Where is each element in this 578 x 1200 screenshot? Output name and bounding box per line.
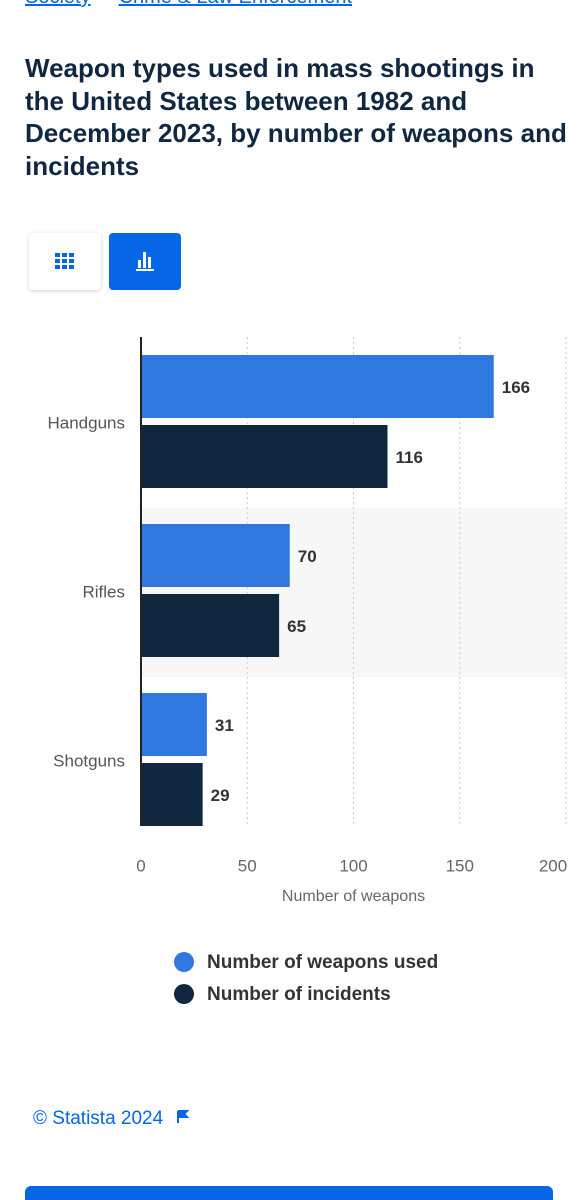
x-axis-label: Number of weapons [282, 888, 425, 905]
bar [141, 524, 290, 587]
breadcrumb-link[interactable]: Crime & Law Enforcement [119, 0, 352, 8]
table-icon [55, 253, 74, 269]
breadcrumb: Society Crime & Law Enforcement [25, 0, 380, 9]
y-tick-label: Shotguns [53, 751, 125, 770]
legend-swatch [174, 984, 194, 1004]
x-tick-label: 200 [539, 856, 567, 875]
data-label: 70 [298, 547, 317, 566]
action-button[interactable] [25, 1186, 553, 1200]
x-tick-label: 50 [238, 856, 257, 875]
copyright: © Statista 2024 [33, 1108, 164, 1129]
y-tick-label: Handguns [47, 413, 125, 432]
bar [141, 693, 207, 756]
x-tick-label: 100 [339, 856, 367, 875]
data-label: 29 [211, 786, 230, 805]
legend-label: Number of weapons used [207, 952, 438, 973]
legend-swatch [174, 952, 194, 972]
data-label: 166 [502, 378, 530, 397]
flag-icon [177, 1110, 190, 1123]
footer[interactable]: © Statista 2024 [33, 1108, 190, 1130]
data-label: 31 [215, 716, 234, 735]
y-tick-label: Rifles [82, 582, 125, 601]
data-label: 65 [287, 617, 306, 636]
x-tick-label: 150 [446, 856, 474, 875]
chart-icon [136, 252, 154, 271]
bar [141, 355, 494, 418]
bar [141, 425, 388, 488]
legend-label: Number of incidents [207, 984, 391, 1005]
bar [141, 763, 203, 826]
data-label: 116 [396, 448, 423, 467]
bar [141, 594, 280, 657]
chart: 0 50 100 150 200 Number of weapons Handguns 166… [47, 337, 567, 1005]
table-view-button[interactable] [29, 233, 101, 290]
chart-view-button[interactable] [109, 233, 181, 290]
chart-title: Weapon types used in mass shootings in t… [25, 53, 567, 181]
x-tick-label: 0 [136, 856, 145, 875]
breadcrumb-link[interactable]: Society [25, 0, 91, 8]
